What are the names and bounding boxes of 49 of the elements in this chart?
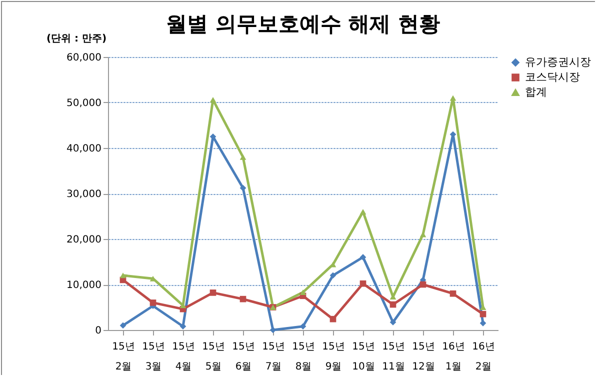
point xyxy=(360,280,366,287)
x-tick-label: 15년 12월 xyxy=(412,342,435,372)
x-tick-label: 16년 1월 xyxy=(442,342,465,372)
legend-label: 유가증권시장 xyxy=(525,56,591,68)
x-tick-label: 15년 9월 xyxy=(322,342,345,372)
point xyxy=(450,290,456,297)
point xyxy=(210,97,216,103)
legend-label: 합계 xyxy=(525,86,547,98)
y-tick-label: 10,000 xyxy=(66,280,102,291)
y-tick-label: 30,000 xyxy=(66,189,102,200)
x-tick-label: 15년 8월 xyxy=(292,342,315,372)
point xyxy=(180,323,186,330)
y-tick-label: 0 xyxy=(95,326,102,336)
point xyxy=(300,323,306,330)
point xyxy=(120,322,126,329)
y-tick-label: 20,000 xyxy=(66,234,102,246)
point xyxy=(480,320,486,326)
point xyxy=(240,184,246,192)
point xyxy=(330,272,336,279)
point xyxy=(420,281,426,288)
y-axis-title: (단위 : 만주) xyxy=(46,34,107,44)
x-tick-label: 15년 5월 xyxy=(202,342,225,372)
point xyxy=(360,208,366,214)
point xyxy=(150,300,156,306)
x-tick-label: 15년 11월 xyxy=(382,342,405,372)
x-tick-label: 16년 2월 xyxy=(472,342,495,372)
y-tick-label: 60,000 xyxy=(66,52,102,64)
x-tick-label: 15년 4월 xyxy=(172,342,195,372)
point xyxy=(240,296,246,302)
point xyxy=(330,316,336,322)
point xyxy=(210,290,216,296)
x-tick-label: 15년 6월 xyxy=(232,342,255,372)
point xyxy=(390,301,396,308)
x-tick-label: 15년 2월 xyxy=(112,342,135,372)
point xyxy=(480,310,486,318)
point xyxy=(270,326,276,334)
point xyxy=(240,154,246,160)
x-tick-label: 15년 3월 xyxy=(142,342,165,372)
x-tick-label: 15년 10월 xyxy=(352,342,375,372)
point xyxy=(300,289,306,295)
point xyxy=(390,319,396,326)
point xyxy=(120,272,126,278)
y-tick-label: 50,000 xyxy=(66,98,102,109)
point xyxy=(450,95,456,101)
x-tick-label: 15년 7월 xyxy=(262,342,285,372)
point xyxy=(360,254,366,260)
legend-label: 코스닥시장 xyxy=(525,70,580,84)
y-tick-label: 40,000 xyxy=(66,144,102,154)
chart-title: 월별 의무보호예수 해제 현황 xyxy=(166,12,440,36)
